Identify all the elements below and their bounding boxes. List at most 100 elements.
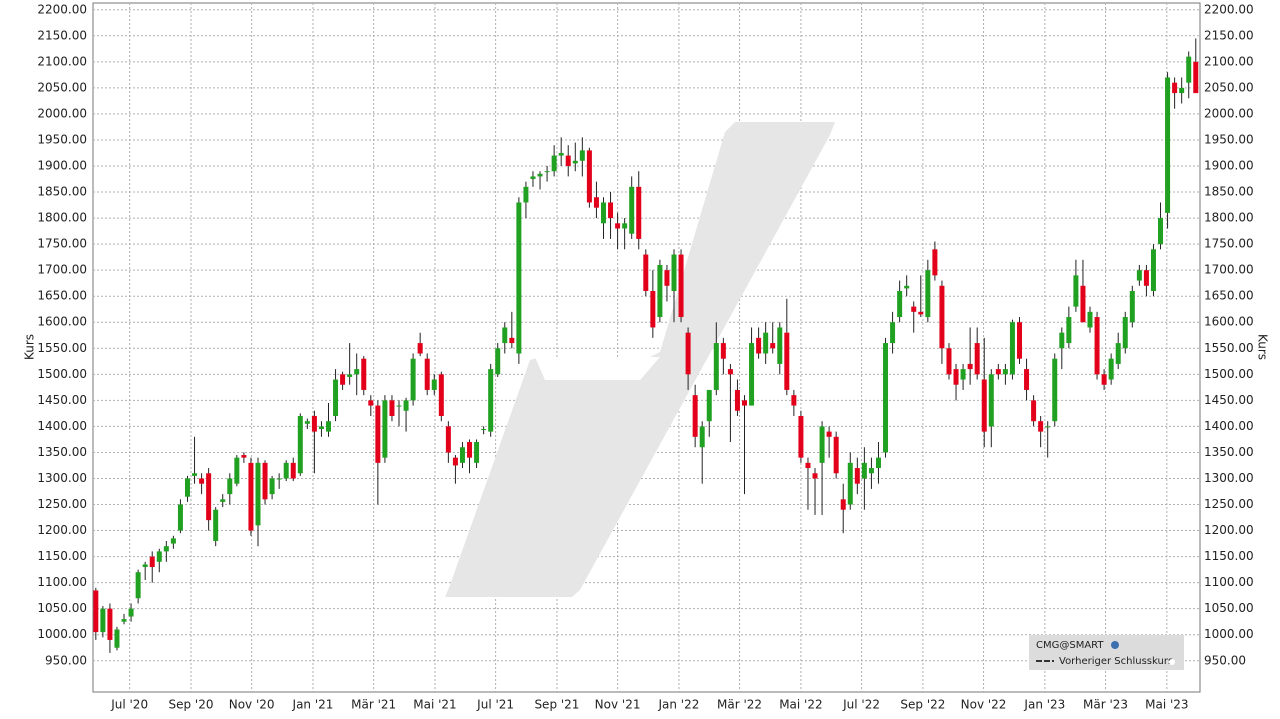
x-tick-label: Mai '21 — [413, 698, 456, 712]
legend: CMG@SMART Vorheriger Schlusskurs — [1029, 635, 1184, 670]
candle-body — [868, 468, 874, 474]
candle-body — [354, 369, 360, 375]
candle-body — [826, 431, 832, 437]
y2-tick-label: 1000.00 — [1204, 627, 1254, 641]
y2-tick-label: 1350.00 — [1204, 445, 1254, 459]
x-tick-label: Nov '20 — [229, 698, 275, 712]
y2-tick-label: 1550.00 — [1204, 341, 1254, 355]
candle-body — [1094, 317, 1100, 375]
candle-body — [1129, 290, 1135, 323]
y-tick-label: 950.00 — [45, 653, 87, 667]
candle-body — [650, 290, 656, 328]
y-tick-label: 1700.00 — [37, 263, 87, 277]
y2-tick-label: 1850.00 — [1204, 185, 1254, 199]
candle-body — [262, 462, 268, 500]
x-tick-label: Nov '21 — [595, 698, 641, 712]
candle-body — [1009, 322, 1015, 375]
y-tick-label: 2100.00 — [37, 54, 87, 68]
candle-body — [93, 590, 99, 633]
x-tick-label: Jan '21 — [292, 698, 334, 712]
candle-body — [361, 358, 367, 390]
x-tick-label: Mär '22 — [717, 698, 762, 712]
candle-body — [742, 400, 748, 406]
candle-body — [946, 348, 952, 375]
y-tick-label: 1850.00 — [37, 185, 87, 199]
candle-body — [234, 457, 240, 484]
candle-body — [699, 426, 705, 448]
y2-tick-label: 1150.00 — [1204, 549, 1254, 563]
candle-body — [1016, 322, 1022, 359]
candle-body — [883, 343, 889, 453]
candle-body — [142, 564, 148, 568]
candle-body — [1101, 374, 1107, 385]
candle-body — [452, 457, 458, 466]
candle-body — [1038, 421, 1044, 432]
y-tick-label: 1050.00 — [37, 601, 87, 615]
candle-body — [255, 462, 261, 526]
candle-body — [932, 249, 938, 276]
candle-body — [333, 379, 339, 416]
y2-tick-label: 1950.00 — [1204, 132, 1254, 146]
candle-body — [509, 337, 515, 344]
y-tick-label: 1200.00 — [37, 523, 87, 537]
candle-body — [248, 462, 254, 531]
y2-tick-label: 1500.00 — [1204, 367, 1254, 381]
candle-body — [1122, 317, 1128, 349]
candle-body — [297, 415, 303, 474]
candle-body — [953, 369, 959, 385]
candle-body — [1186, 56, 1192, 83]
candle-body — [128, 608, 134, 617]
candle-body — [368, 400, 374, 406]
candle-body — [847, 462, 853, 505]
candle-body — [170, 538, 176, 544]
candle-body — [685, 332, 691, 375]
candle-body — [939, 285, 945, 349]
candle-body — [558, 152, 564, 156]
candle-body — [121, 619, 127, 622]
y2-tick-label: 1800.00 — [1204, 211, 1254, 225]
candle-body — [424, 358, 430, 390]
candle-body — [1024, 369, 1030, 390]
y-axis-title: Kurs — [23, 334, 37, 360]
candle-body — [410, 358, 416, 401]
candle-body — [763, 332, 769, 354]
candle-body — [1080, 285, 1086, 323]
candles — [93, 38, 1199, 653]
candle-body — [734, 389, 740, 411]
candle-body — [445, 426, 451, 453]
y2-tick-label: 2200.00 — [1204, 2, 1254, 16]
y-tick-label: 1150.00 — [37, 549, 87, 563]
y2-tick-label: 1050.00 — [1204, 601, 1254, 615]
legend-item: Vorheriger Schlusskurs — [1059, 656, 1173, 667]
y-tick-label: 1300.00 — [37, 471, 87, 485]
x-tick-label: Mai '23 — [1145, 698, 1188, 712]
candle-body — [135, 572, 141, 599]
candle-body — [1052, 358, 1058, 422]
y2-axis-title: Kurs — [1256, 334, 1270, 360]
candle-body — [1045, 426, 1051, 428]
candle-body — [1136, 270, 1142, 281]
candle-body — [798, 415, 804, 458]
y-tick-label: 1100.00 — [37, 575, 87, 589]
candle-body — [918, 311, 924, 315]
candle-body — [615, 223, 621, 229]
candle-body — [791, 395, 797, 406]
candle-body — [163, 546, 169, 552]
candle-body — [636, 186, 642, 239]
x-tick-label: Jul '20 — [110, 698, 148, 712]
candle-body — [326, 421, 332, 432]
y2-tick-label: 2000.00 — [1204, 106, 1254, 120]
candle-body — [720, 343, 726, 359]
candle-body — [692, 395, 698, 437]
legend-toggle[interactable] — [1169, 659, 1175, 665]
candle-body — [417, 343, 423, 354]
candle-body — [502, 327, 508, 344]
x-tick-label: Jan '22 — [657, 698, 699, 712]
candle-body — [1115, 343, 1121, 364]
legend-title: CMG@SMART — [1036, 640, 1104, 651]
candle-body — [283, 462, 289, 479]
y-tick-label: 1750.00 — [37, 237, 87, 251]
candle-body — [854, 468, 860, 484]
legend-icon[interactable] — [1111, 641, 1119, 649]
